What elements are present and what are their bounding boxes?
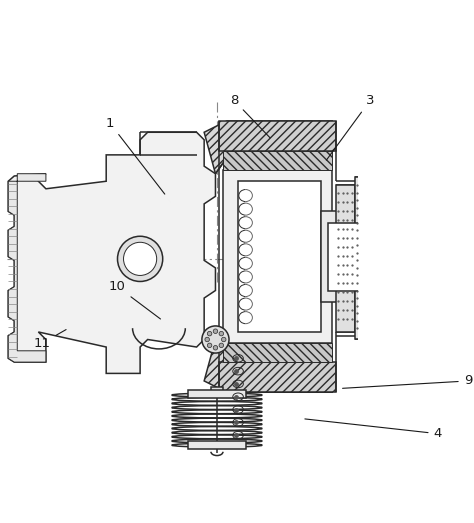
Polygon shape xyxy=(321,211,411,302)
Circle shape xyxy=(213,346,218,350)
Polygon shape xyxy=(238,181,321,332)
Text: 8: 8 xyxy=(230,94,270,138)
Circle shape xyxy=(202,326,229,353)
Polygon shape xyxy=(219,121,336,151)
Polygon shape xyxy=(8,174,46,362)
Text: 2: 2 xyxy=(0,522,1,523)
Circle shape xyxy=(219,332,224,336)
Polygon shape xyxy=(211,387,223,393)
Polygon shape xyxy=(8,132,216,373)
Circle shape xyxy=(207,343,212,348)
Polygon shape xyxy=(223,170,332,343)
Text: 6: 6 xyxy=(0,522,1,523)
Circle shape xyxy=(118,236,163,281)
Text: 7: 7 xyxy=(0,522,1,523)
Circle shape xyxy=(205,337,210,342)
Text: 5: 5 xyxy=(0,522,1,523)
Circle shape xyxy=(207,332,212,336)
Polygon shape xyxy=(204,339,332,392)
Text: 9: 9 xyxy=(343,374,472,388)
Text: 1: 1 xyxy=(106,117,165,194)
Text: 11: 11 xyxy=(34,329,66,350)
Circle shape xyxy=(213,329,218,334)
Text: 10: 10 xyxy=(109,280,161,319)
Polygon shape xyxy=(336,185,355,332)
Polygon shape xyxy=(328,223,389,290)
Polygon shape xyxy=(223,343,332,362)
Polygon shape xyxy=(188,441,246,449)
Text: 4: 4 xyxy=(305,419,442,440)
Polygon shape xyxy=(223,151,332,170)
Polygon shape xyxy=(204,121,332,174)
Circle shape xyxy=(219,343,224,348)
Circle shape xyxy=(124,242,157,276)
Polygon shape xyxy=(219,362,336,392)
Circle shape xyxy=(221,337,226,342)
Polygon shape xyxy=(188,390,246,397)
Polygon shape xyxy=(355,177,377,339)
Text: 3: 3 xyxy=(327,94,374,160)
